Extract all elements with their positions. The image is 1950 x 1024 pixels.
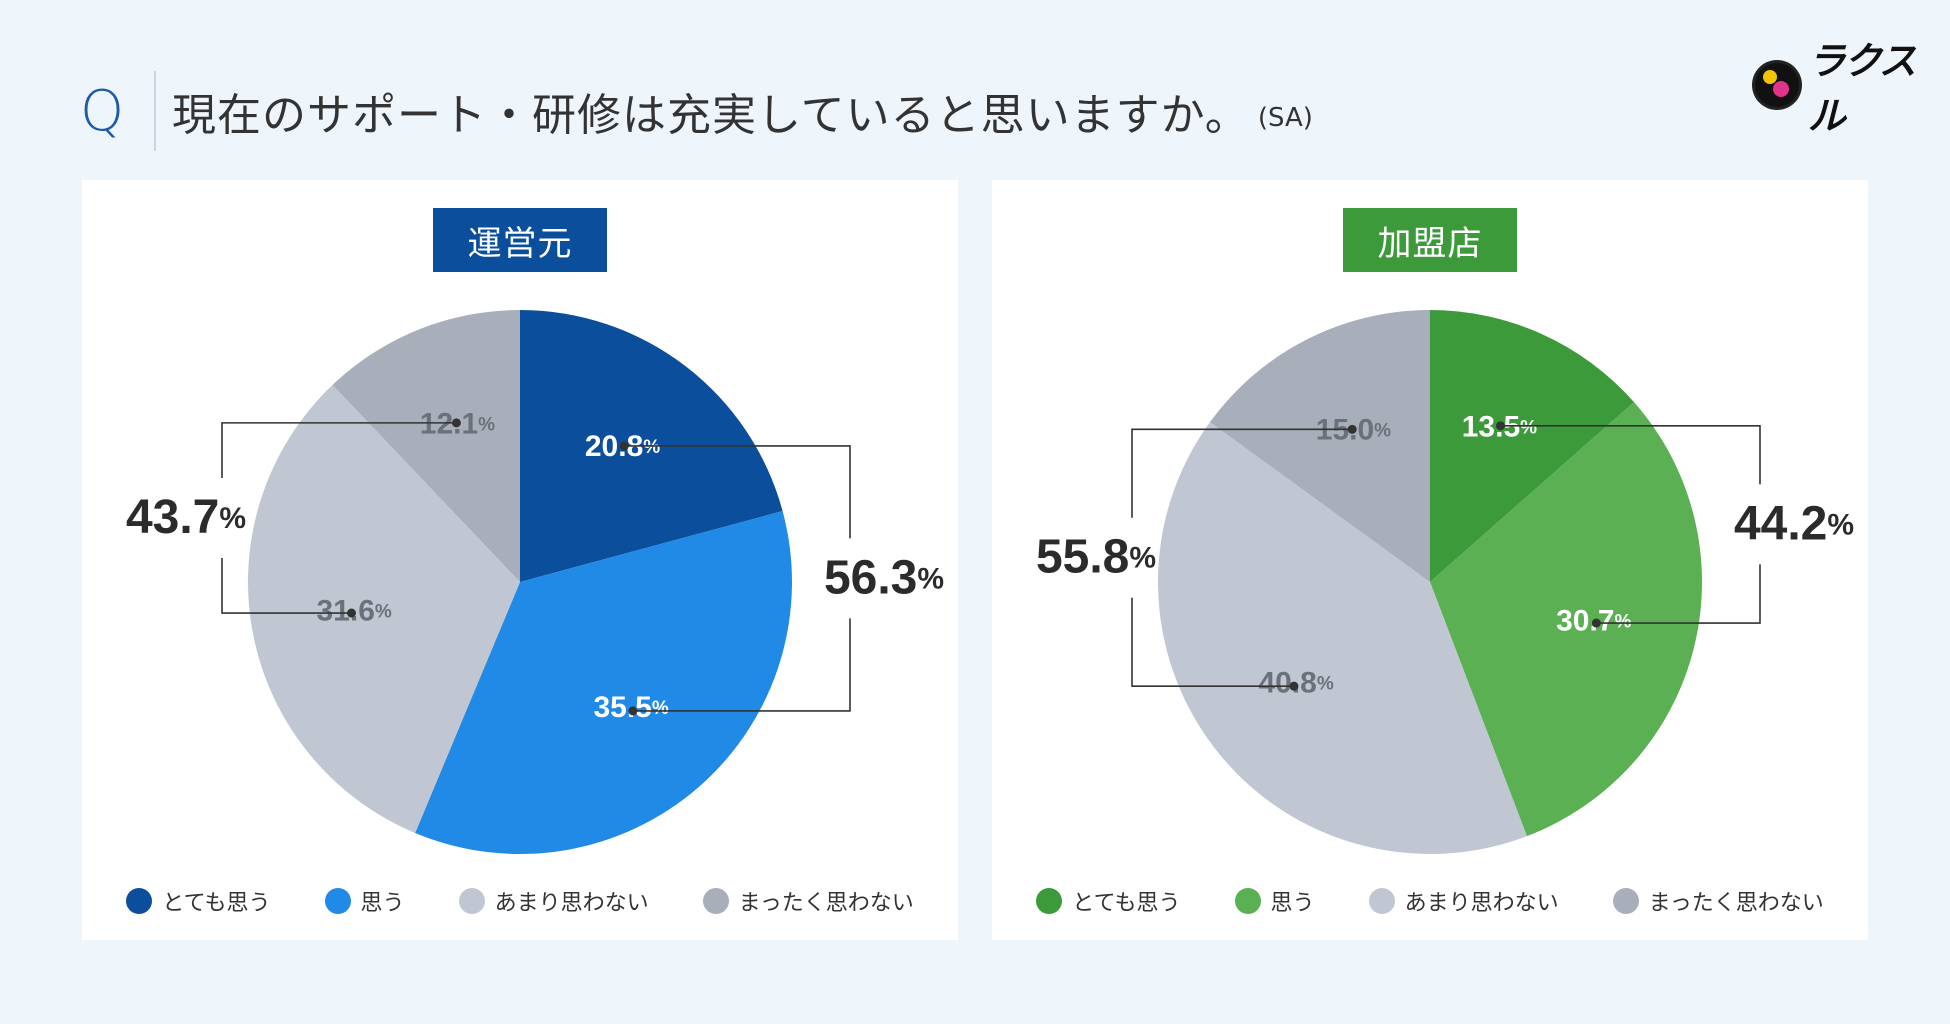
- chart-title: 運営元: [433, 208, 607, 272]
- group-total-label: 55.8%: [1036, 530, 1156, 583]
- pie-chart-franchise: 13.5% 30.7% 40.8% 15.0% 44.2% 55.8%: [1036, 310, 1854, 854]
- slice-value-label: 15.0%: [1316, 414, 1391, 447]
- chart-title: 加盟店: [1343, 208, 1517, 272]
- question-header: Q 現在のサポート・研修は充実していると思いますか。 (SA): [80, 70, 1313, 152]
- chart-panel-operator: 運営元 20.8% 35.5% 31.6% 12.1% 56.3% 43.7% とても思う…: [82, 180, 958, 940]
- group-bracket: [619, 441, 851, 716]
- legend-label: とても思う: [1072, 891, 1181, 916]
- pie-slice-4: [1209, 310, 1430, 582]
- legend-label: あまり思わない: [494, 891, 649, 916]
- chart-legend: とても思う 思う あまり思わない まったく思わない: [82, 885, 958, 917]
- brand-logo-icon: [1752, 60, 1802, 110]
- pie-slice-3: [1158, 422, 1527, 854]
- pie-slice-1: [1430, 310, 1635, 582]
- legend-item: まったく思わない: [702, 885, 914, 917]
- pie-slice-2: [415, 511, 792, 855]
- legend-item: 思う: [1234, 885, 1315, 917]
- legend-swatch: [126, 888, 153, 914]
- legend-label: あまり思わない: [1404, 891, 1559, 916]
- legend-swatch: [702, 888, 729, 914]
- legend-label: 思う: [1270, 891, 1315, 916]
- pie-slice-3: [247, 384, 520, 833]
- legend-label: とても思う: [162, 891, 271, 916]
- slice-value-label: 35.5%: [593, 691, 668, 724]
- legend-item: あまり思わない: [1368, 885, 1559, 917]
- group-bracket: [221, 418, 461, 618]
- legend-swatch: [1036, 888, 1063, 914]
- group-bracket: [1496, 421, 1761, 628]
- header-divider: [154, 71, 156, 151]
- slice-value-label: 40.8%: [1258, 666, 1333, 699]
- answer-type-tag: (SA): [1257, 103, 1313, 133]
- question-mark: Q: [80, 78, 125, 144]
- chart-panel-franchise: 加盟店 13.5% 30.7% 40.8% 15.0% 44.2% 55.8% とても思う…: [992, 180, 1868, 940]
- question-text: 現在のサポート・研修は充実していると思いますか。: [172, 90, 1250, 141]
- group-total-label: 56.3%: [824, 551, 944, 604]
- slice-value-label: 13.5%: [1462, 410, 1537, 443]
- slice-value-label: 30.7%: [1556, 604, 1631, 637]
- legend-label: まったく思わない: [1648, 891, 1824, 916]
- group-total-label: 43.7%: [126, 491, 246, 544]
- legend-swatch: [1612, 888, 1639, 914]
- pie-chart-operator: 20.8%35.5%31.6%12.1%56.3%43.7%: [126, 310, 944, 855]
- legend-swatch: [458, 888, 485, 914]
- legend-swatch: [1234, 888, 1261, 914]
- group-total-label: 44.2%: [1734, 497, 1854, 550]
- legend-swatch: [1368, 888, 1395, 914]
- legend-item: とても思う: [126, 885, 271, 917]
- slice-value-label: 31.6%: [317, 594, 392, 627]
- brand-logo-text: ラクスル: [1807, 39, 1917, 138]
- legend-label: まったく思わない: [738, 891, 914, 916]
- legend-item: とても思う: [1036, 885, 1181, 917]
- brand-logo: ラクスル: [1752, 30, 1950, 140]
- legend-item: まったく思わない: [1612, 885, 1824, 917]
- pie-slice-2: [1430, 402, 1702, 837]
- group-bracket: [1131, 424, 1357, 691]
- slice-value-label: 12.1%: [420, 407, 495, 440]
- legend-label: 思う: [360, 891, 405, 916]
- legend-swatch: [324, 888, 351, 914]
- pie-slice-4: [332, 310, 520, 582]
- chart-legend: とても思う 思う あまり思わない まったく思わない: [992, 885, 1868, 917]
- legend-item: あまり思わない: [458, 885, 649, 917]
- legend-item: 思う: [324, 885, 405, 917]
